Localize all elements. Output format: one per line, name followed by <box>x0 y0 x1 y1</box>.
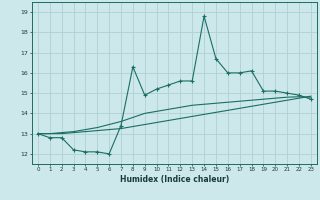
X-axis label: Humidex (Indice chaleur): Humidex (Indice chaleur) <box>120 175 229 184</box>
